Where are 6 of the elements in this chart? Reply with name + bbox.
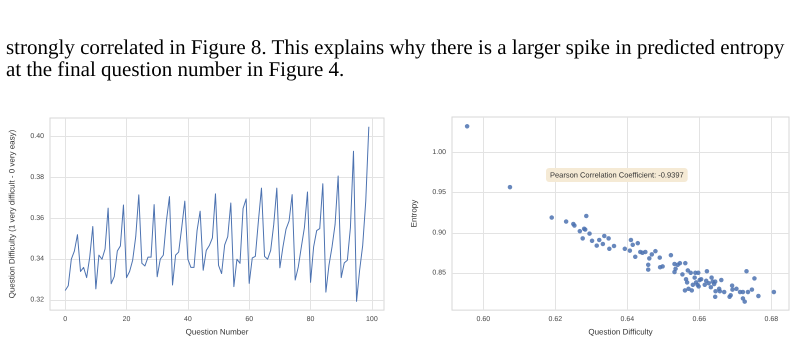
line-series: [64, 126, 370, 302]
x-axis-title: Question Difficulty: [588, 328, 653, 336]
x-axis-title: Question Number: [186, 328, 249, 336]
y-axis-title: Question Difficulty (1 very difficult - 0 very easy): [8, 129, 16, 298]
text: strongly correlated in Figure 8. This explains why there is a larger spike in predicted entropy at the final question number in Figure 4.: [6, 35, 786, 81]
y-axis-title: Entropy: [410, 200, 418, 228]
